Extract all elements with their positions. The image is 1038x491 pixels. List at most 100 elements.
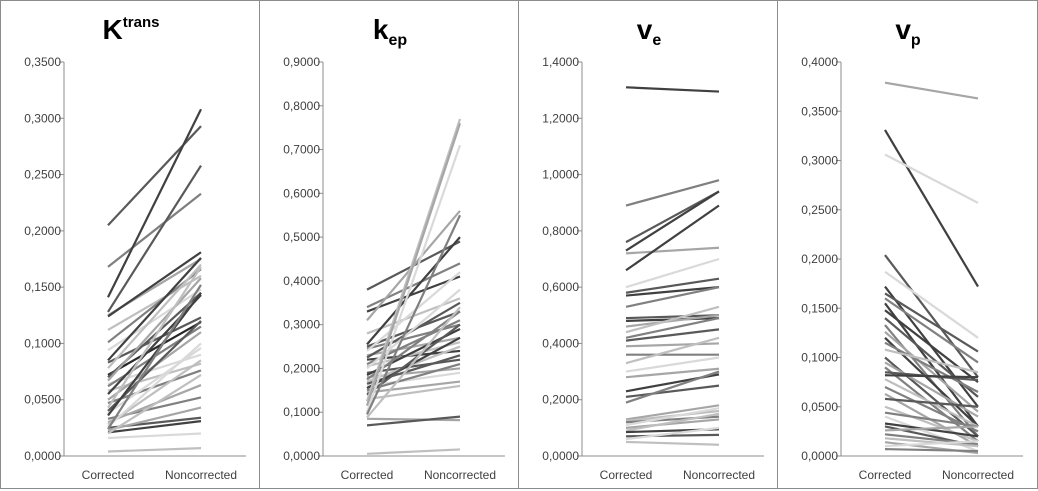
y-tick-label: 1,2000	[542, 111, 579, 125]
y-tick-label: 0,4000	[542, 336, 579, 350]
chart-vp: vp 0,0000 0,0500 0,1000 0,1500 0,2000 0,2500 0,…	[801, 14, 1023, 482]
series-line-ktrans	[107, 164, 202, 313]
series-line-ve	[625, 370, 720, 404]
series-line-ve	[625, 314, 720, 328]
series-line-ktrans	[107, 263, 202, 369]
y-tick-label: 0,6000	[542, 280, 579, 294]
x-category-label: Noncorrected	[683, 468, 755, 482]
series-line-vp	[884, 437, 979, 448]
chart-title: vp	[895, 14, 921, 49]
y-tick-label: 0,3500	[24, 55, 61, 69]
series-line-ve	[625, 384, 720, 398]
series-line-ktrans	[107, 406, 202, 432]
y-tick-label: 0,4000	[283, 274, 320, 288]
series-line-kep	[366, 306, 461, 419]
y-tick-label: 0,3000	[24, 111, 61, 125]
series-line-kep	[366, 271, 461, 352]
x-category-label: Noncorrected	[165, 468, 237, 482]
series-line-vp	[884, 422, 979, 438]
y-tick-label: 0,0500	[801, 400, 838, 414]
chart-title: ve	[637, 14, 662, 49]
series-line-ktrans	[107, 447, 202, 453]
series-line-ktrans	[107, 342, 202, 428]
y-tick-label: 0,5000	[283, 230, 320, 244]
series-line-kep	[366, 384, 461, 401]
y-tick-label: 0,1000	[283, 405, 320, 419]
y-tick-label: 1,0000	[542, 168, 579, 182]
series-line-ktrans	[107, 125, 202, 226]
chart-title-main: k	[373, 14, 389, 45]
series-line-ve	[625, 342, 720, 348]
series-line-ve	[625, 440, 720, 446]
chart-ve: ve 0,0000 0,2000 0,4000 0,6000 0,8000 1,0000 1,…	[542, 14, 764, 482]
series-line-ve	[625, 404, 720, 421]
chart-title-sup: trans	[123, 14, 160, 31]
series-line-vp	[884, 397, 979, 408]
series-line-vp	[884, 374, 979, 379]
series-line-vp	[884, 331, 979, 413]
y-tick-label: 0,2000	[283, 361, 320, 375]
series-line-ve	[625, 314, 720, 320]
y-tick-label: 0,0000	[801, 449, 838, 463]
series-line-ktrans	[107, 369, 202, 405]
y-tick-label: 0,8000	[283, 99, 320, 113]
series-line-ve	[625, 190, 720, 244]
series-line-ktrans	[107, 266, 202, 409]
chart-title-sub: ep	[388, 32, 407, 49]
series-line-ve	[625, 305, 720, 334]
series-line-ktrans	[107, 108, 202, 298]
series-line-kep	[366, 380, 461, 394]
series-line-kep	[366, 236, 461, 346]
series-line-ve	[625, 204, 720, 272]
x-category-label: Corrected	[82, 468, 135, 482]
chart-title: Ktrans	[103, 14, 160, 45]
x-category-label: Noncorrected	[424, 468, 496, 482]
chart-title-main: K	[103, 14, 123, 45]
y-tick-label: 0,3000	[283, 318, 320, 332]
chart-title: kep	[373, 14, 407, 49]
series-line-ve	[625, 426, 720, 441]
y-tick-label: 0,3000	[801, 154, 838, 168]
series-line-ve	[625, 246, 720, 255]
series-line-ktrans	[107, 374, 202, 435]
series-line-ve	[625, 356, 720, 373]
y-tick-label: 0,8000	[542, 224, 579, 238]
chart-panel-vp: vp 0,0000 0,0500 0,1000 0,1500 0,2000 0,2500 0,…	[777, 0, 1038, 489]
y-tick-label: 0,0000	[283, 449, 320, 463]
series-line-kep	[366, 262, 461, 309]
series-line-ktrans	[107, 284, 202, 430]
chart-title-sub: p	[911, 32, 921, 49]
series-line-ktrans	[107, 420, 202, 434]
x-category-label: Corrected	[859, 468, 912, 482]
series-line-vp	[884, 341, 979, 393]
y-tick-label: 0,1000	[801, 351, 838, 365]
y-tick-label: 0,4000	[801, 55, 838, 69]
series-line-vp	[884, 405, 979, 443]
series-line-ve	[625, 317, 720, 339]
series-line-vp	[884, 254, 979, 378]
chart-panel-ktrans: Ktrans 0,0000 0,0500 0,1000 0,1500 0,2000 0,25…	[0, 0, 260, 489]
series-line-vp	[884, 361, 979, 418]
y-tick-label: 0,6000	[283, 186, 320, 200]
series-line-ktrans	[107, 257, 202, 362]
series-line-kep	[365, 118, 462, 402]
series-line-vp	[884, 411, 979, 428]
series-line-kep	[366, 415, 461, 427]
series-line-ktrans	[107, 251, 202, 318]
series-line-kep	[366, 214, 461, 415]
y-tick-label: 0,2000	[24, 224, 61, 238]
y-tick-label: 0,0500	[24, 393, 61, 407]
x-category-label: Corrected	[600, 468, 653, 482]
series-line-ktrans	[107, 274, 202, 331]
y-tick-label: 0,2000	[801, 252, 838, 266]
y-tick-label: 0,1000	[24, 336, 61, 350]
chart-title-main: v	[637, 14, 653, 45]
series-line-ve	[625, 418, 720, 429]
series-line-ktrans	[107, 292, 202, 417]
series-line-ve	[625, 367, 720, 379]
series-line-vp	[884, 297, 979, 364]
series-line-ve	[625, 190, 720, 252]
series-line-ktrans	[107, 321, 202, 376]
series-line-kep	[365, 144, 462, 413]
